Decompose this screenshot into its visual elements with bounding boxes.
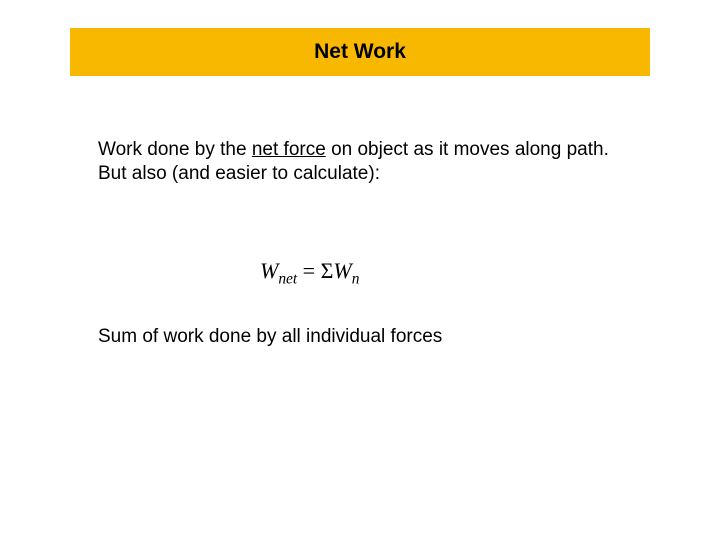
title-banner: Net Work (70, 28, 650, 76)
summary-text: Sum of work done by all individual force… (98, 326, 442, 348)
eq-equals: = (297, 258, 320, 283)
eq-rhs-sub: n (352, 270, 360, 287)
eq-rhs-var: W (333, 258, 351, 283)
eq-sigma: Σ (321, 258, 334, 283)
equation: Wnet = ΣWn (260, 258, 359, 288)
slide-title: Net Work (314, 40, 406, 64)
body-line1-underlined: net force (252, 139, 326, 160)
body-line2: But also (and easier to calculate): (98, 163, 380, 184)
body-line1-suffix: on object as it moves along path. (326, 139, 609, 160)
eq-lhs-sub: net (278, 270, 297, 287)
eq-lhs-var: W (260, 258, 278, 283)
body-text: Work done by the net force on object as … (98, 138, 618, 187)
body-line1-prefix: Work done by the (98, 139, 252, 160)
